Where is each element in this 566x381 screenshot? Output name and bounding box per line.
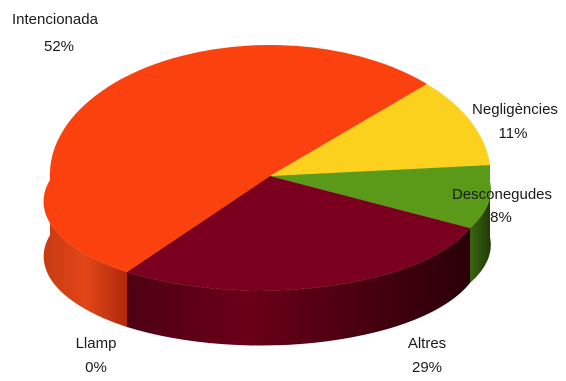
slice-desconegudes: [270, 165, 491, 228]
label-altres-value: 29%: [412, 359, 442, 376]
pie-top-faces: [43, 44, 491, 291]
label-intencionada-value: 52%: [44, 38, 74, 55]
slice-intencionada: [43, 44, 427, 272]
slice-altres: [127, 176, 470, 291]
data-labels: Intencionada 52% Negligències 11% Descon…: [12, 11, 558, 376]
label-desconegudes-value: 8%: [490, 209, 512, 226]
label-altres-name: Altres: [408, 335, 446, 352]
label-negligencies-name: Negligències: [472, 101, 558, 118]
slice-llamp: [127, 176, 270, 272]
slice-side-altres: [127, 228, 470, 346]
label-llamp-name: Llamp: [76, 335, 117, 352]
label-negligencies-value: 11%: [499, 125, 528, 142]
label-llamp-value: 0%: [85, 359, 107, 376]
slice-side-desconegudes: [470, 182, 491, 283]
label-intencionada-name: Intencionada: [12, 11, 99, 28]
label-desconegudes-name: Desconegudes: [452, 186, 552, 203]
slice-negligencies: [270, 84, 490, 176]
slice-side-intencionada: [43, 180, 127, 327]
pie-side-walls: [43, 180, 491, 346]
